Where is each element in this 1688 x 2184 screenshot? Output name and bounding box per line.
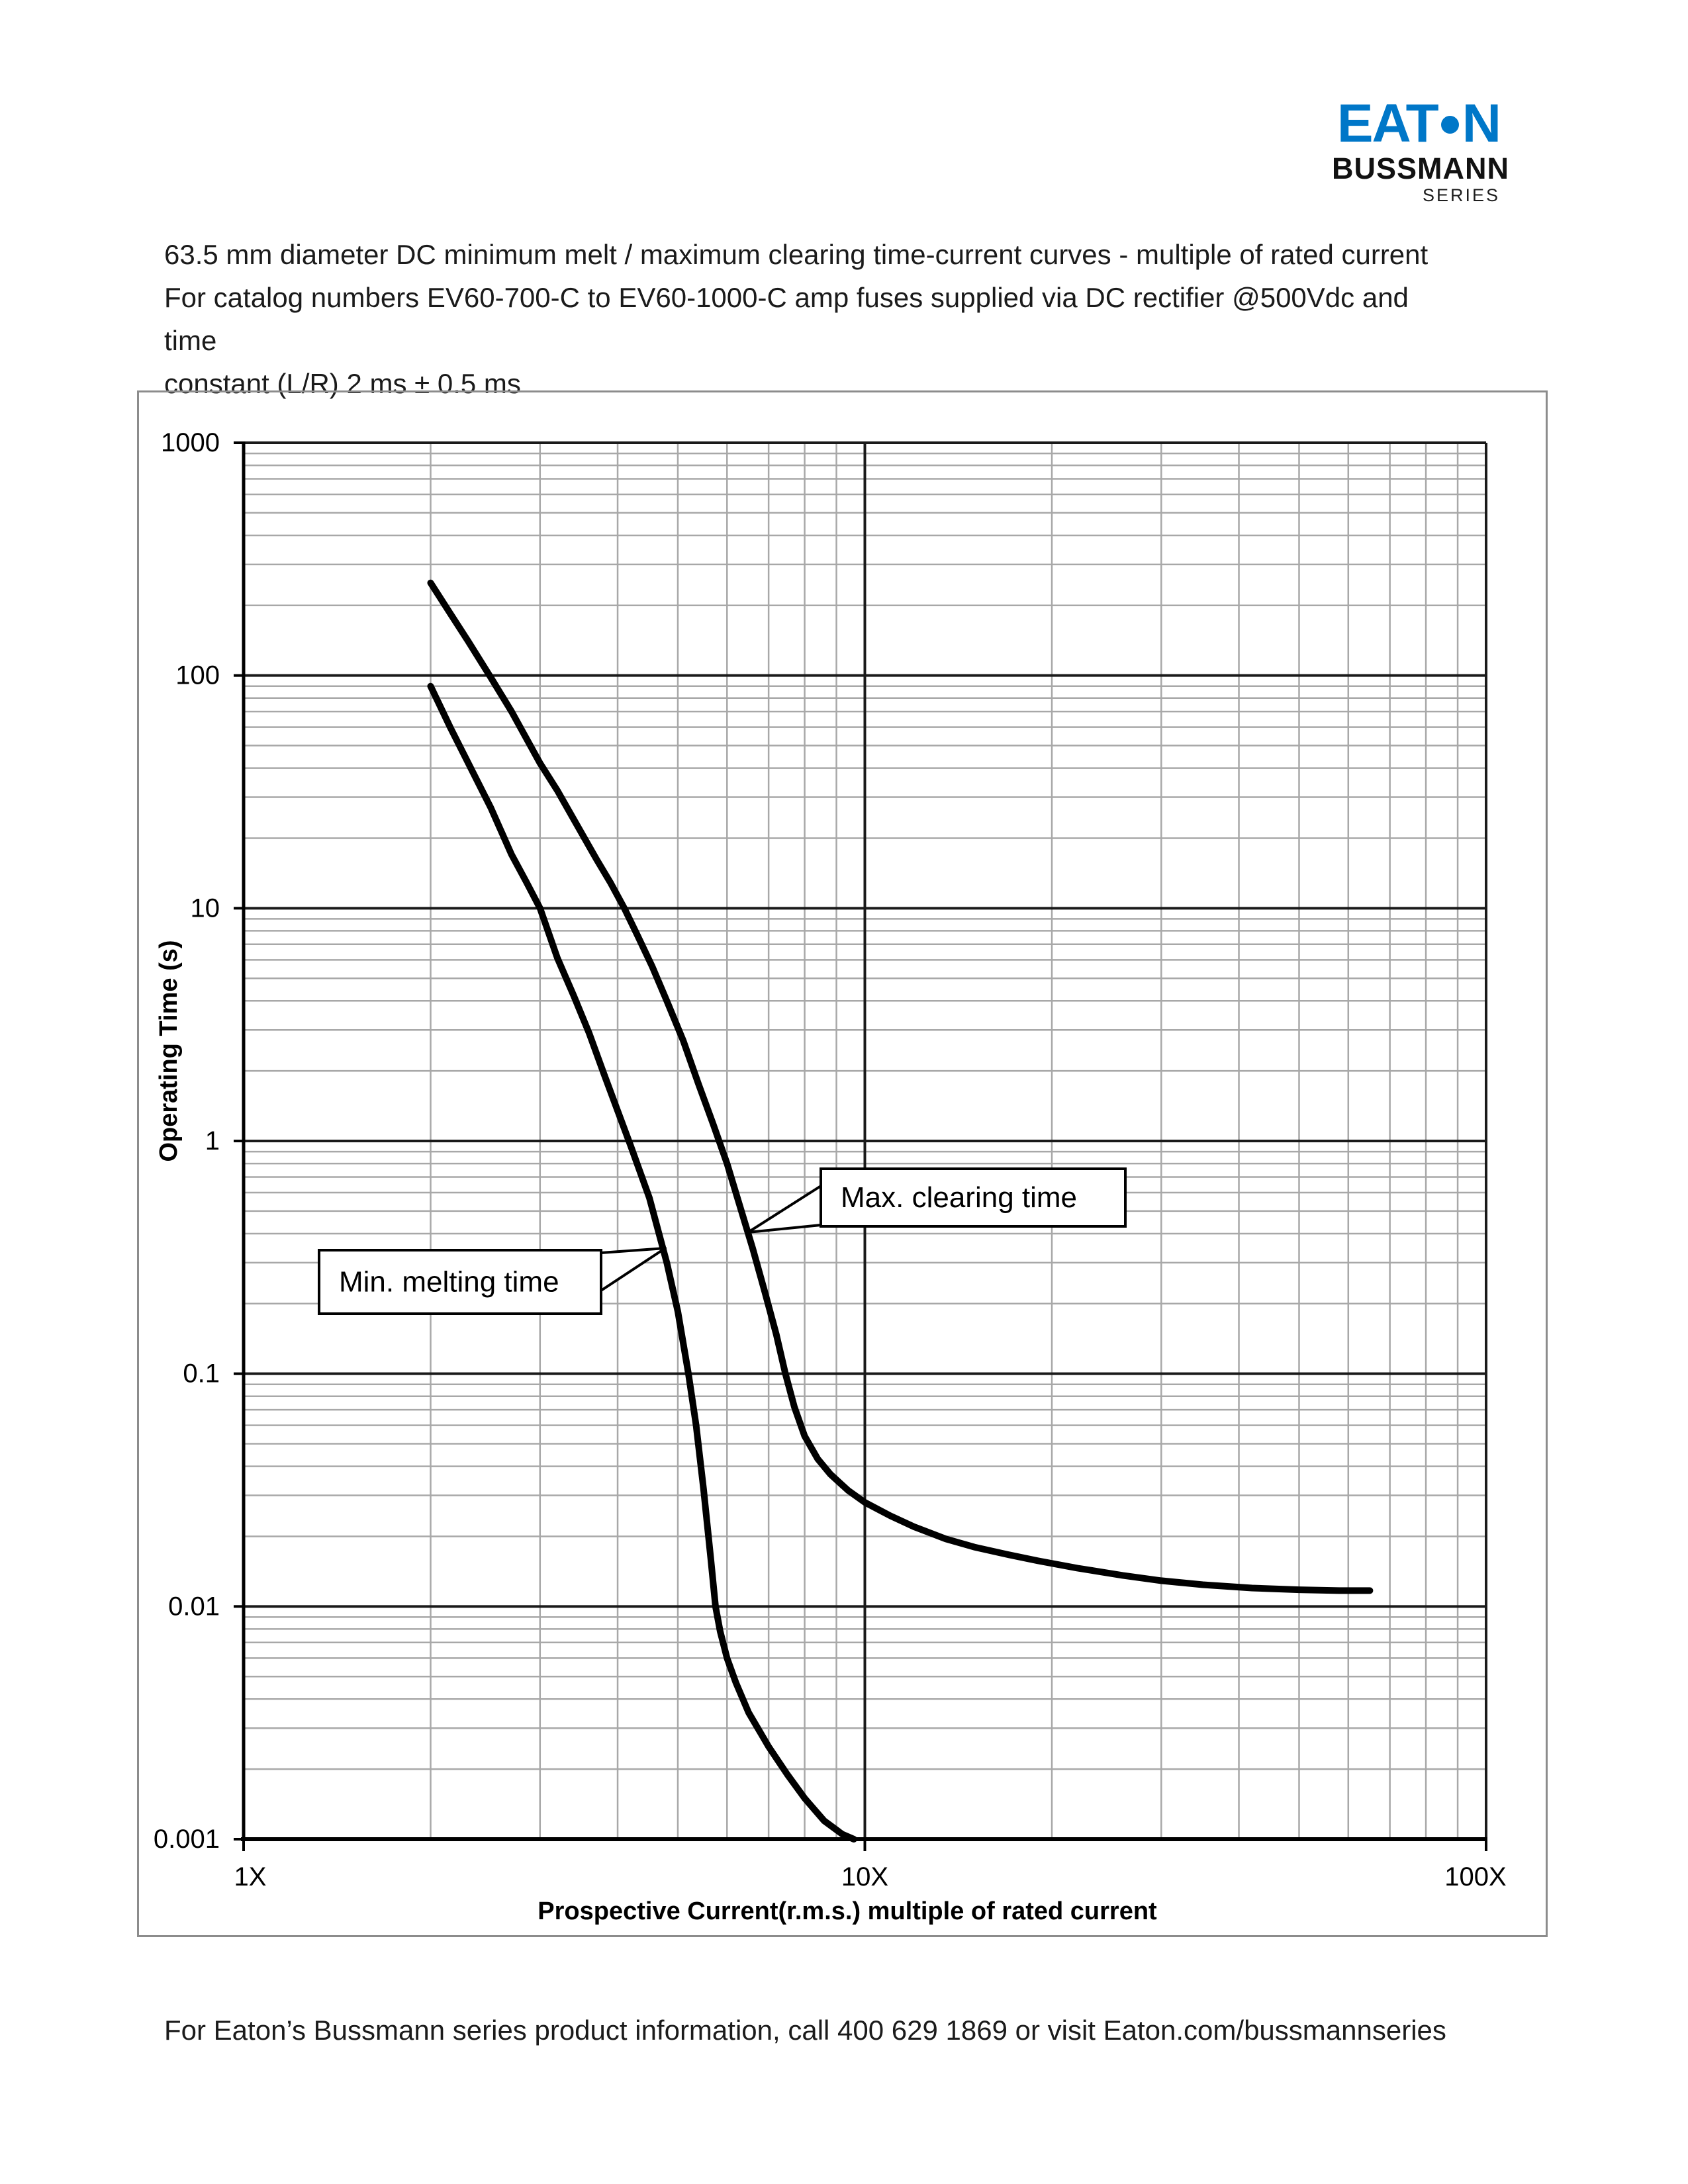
callout-box-min-melting-time <box>318 1249 602 1315</box>
svg-text:1000: 1000 <box>161 428 220 457</box>
eaton-logo: EAT N BUSSMANN SERIES <box>1332 97 1510 206</box>
svg-text:0.01: 0.01 <box>168 1592 220 1621</box>
svg-text:0.001: 0.001 <box>154 1825 220 1854</box>
footer-text: For Eaton’s Bussmann series product info… <box>164 2015 1446 2046</box>
svg-text:Prospective Current(r.m.s.) mu: Prospective Current(r.m.s.) multiple of … <box>538 1897 1157 1925</box>
eaton-wordmark-right: N <box>1462 93 1501 154</box>
svg-text:1X: 1X <box>234 1862 267 1891</box>
callout-label: Min. melting time <box>339 1266 559 1298</box>
eaton-wordmark-left: EAT <box>1336 93 1439 154</box>
time-current-chart: 1000 100 10 1 0.1 0.01 0.001 1X 10X 100X Prospecti… <box>137 390 1548 1937</box>
svg-text:100: 100 <box>175 661 220 690</box>
document-title: 63.5 mm diameter DC minimum melt / maxim… <box>164 233 1462 405</box>
callout-label: Max. clearing time <box>841 1181 1077 1214</box>
svg-text:100X: 100X <box>1444 1862 1506 1891</box>
title-line-1: 63.5 mm diameter DC minimum melt / maxim… <box>164 239 1429 270</box>
title-line-2: For catalog numbers EV60-700-C to EV60-1… <box>164 282 1409 356</box>
svg-text:Operating Time (s): Operating Time (s) <box>155 940 183 1161</box>
callout-box-max-clearing-time <box>820 1167 1127 1228</box>
title-line-3: constant (L/R) 2 ms ± 0.5 ms <box>164 368 521 399</box>
chart-figure: 1000 100 10 1 0.1 0.01 0.001 1X 10X 100X Prospecti… <box>137 390 1548 1937</box>
series-wordmark: SERIES <box>1422 185 1500 205</box>
bussmann-wordmark: BUSSMANN <box>1332 152 1510 185</box>
svg-text:1: 1 <box>205 1126 220 1156</box>
svg-text:10X: 10X <box>841 1862 888 1891</box>
curve-min-melting-time <box>427 682 857 1843</box>
curve-max-clearing-time <box>427 579 1374 1594</box>
svg-text:10: 10 <box>191 893 220 923</box>
logo-dot-icon <box>1440 115 1459 134</box>
svg-text:0.1: 0.1 <box>183 1359 220 1388</box>
eaton-wordmark: EAT N <box>1332 97 1501 151</box>
